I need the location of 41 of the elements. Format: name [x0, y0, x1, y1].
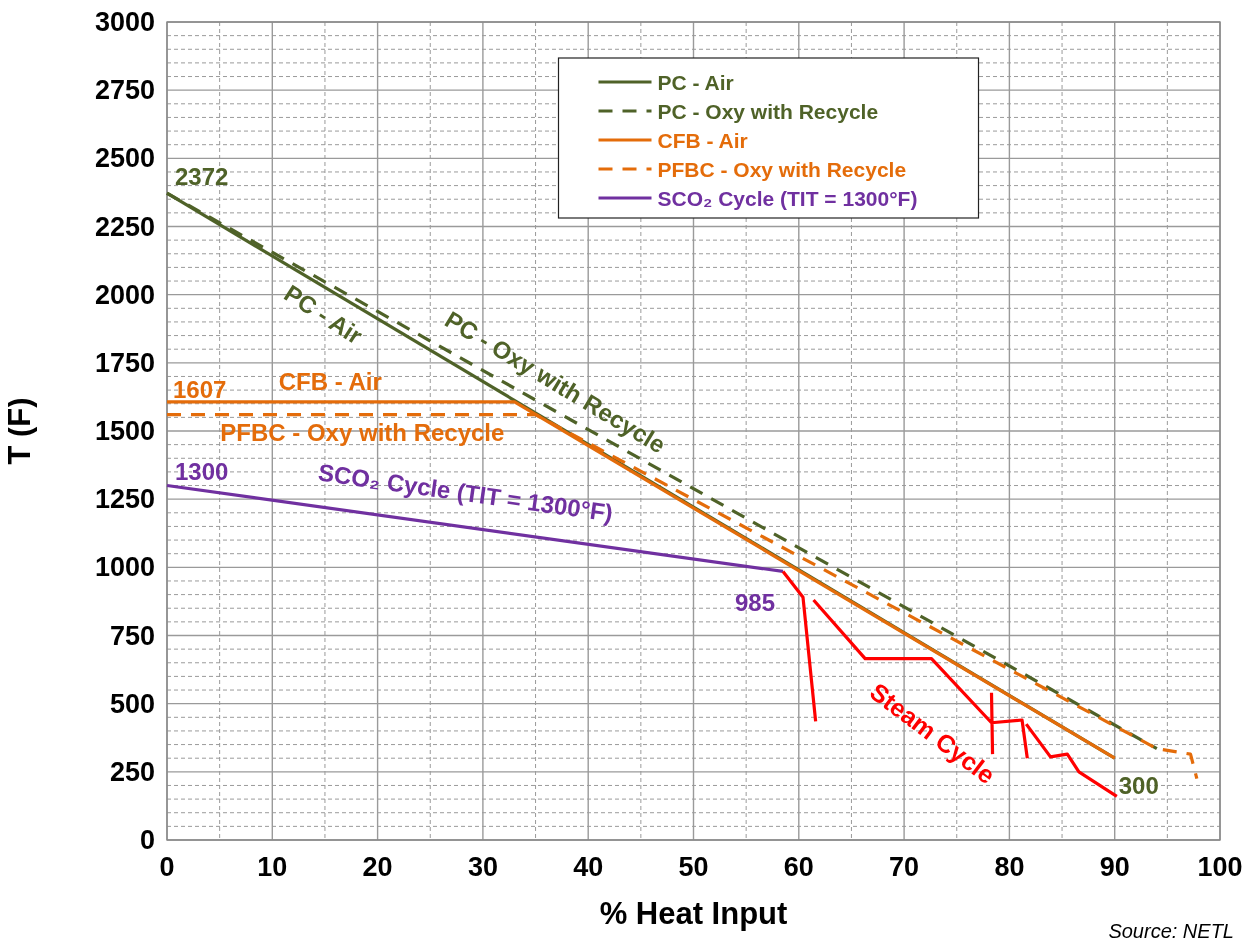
legend-label: PFBC - Oxy with Recycle	[657, 158, 907, 181]
x-tick-label: 10	[257, 852, 288, 882]
source-note: Source: NETL	[1108, 920, 1234, 942]
y-tick-label: 500	[109, 688, 155, 719]
y-tick-label: 2250	[94, 211, 155, 242]
y-tick-label: 2000	[94, 279, 155, 310]
annotation: 300	[1118, 772, 1159, 800]
y-tick-label: 1500	[94, 416, 155, 446]
y-tick-label: 1750	[94, 347, 155, 378]
y-tick-label: 250	[109, 756, 155, 787]
x-tick-label: 30	[467, 852, 498, 882]
annotation: 1300	[175, 457, 229, 485]
x-tick-label: 80	[994, 852, 1025, 882]
text: SCO₂ Cycle (TIT = 1300°F)	[316, 458, 615, 528]
x-tick-label: 50	[678, 852, 709, 882]
x-tick-label: 40	[573, 852, 604, 882]
x-tick-label: 90	[1099, 852, 1130, 882]
y-tick-label: 2750	[94, 75, 155, 106]
text: CFB - Air	[278, 368, 382, 396]
legend-label: PC - Oxy with Recycle	[657, 100, 879, 123]
x-tick-label: 0	[159, 852, 175, 882]
annotation: 1607	[173, 376, 227, 404]
y-tick-label: 750	[109, 620, 155, 651]
x-tick-label: 60	[783, 852, 814, 882]
y-tick-label: 1250	[94, 484, 155, 515]
y-tick-label: 3000	[94, 7, 155, 37]
legend-label: SCO₂ Cycle (TIT = 1300°F)	[657, 187, 918, 210]
y-tick-label: 2500	[94, 143, 155, 174]
y-axis-title: T (F)	[2, 397, 37, 465]
text: PFBC - Oxy with Recycle	[220, 418, 505, 446]
x-axis-title: % Heat Input	[599, 896, 788, 931]
legend-label: CFB - Air	[657, 129, 748, 152]
legend-label: PC - Air	[657, 71, 734, 94]
x-tick-label: 100	[1197, 852, 1243, 882]
text: PC - Air	[279, 279, 368, 350]
annotation: 2372	[175, 163, 229, 191]
y-tick-label: 1000	[94, 552, 155, 583]
y-tick-label: 0	[139, 825, 155, 855]
x-tick-label: 20	[362, 852, 393, 882]
annotation: 985	[734, 589, 776, 617]
x-tick-label: 70	[889, 852, 920, 882]
